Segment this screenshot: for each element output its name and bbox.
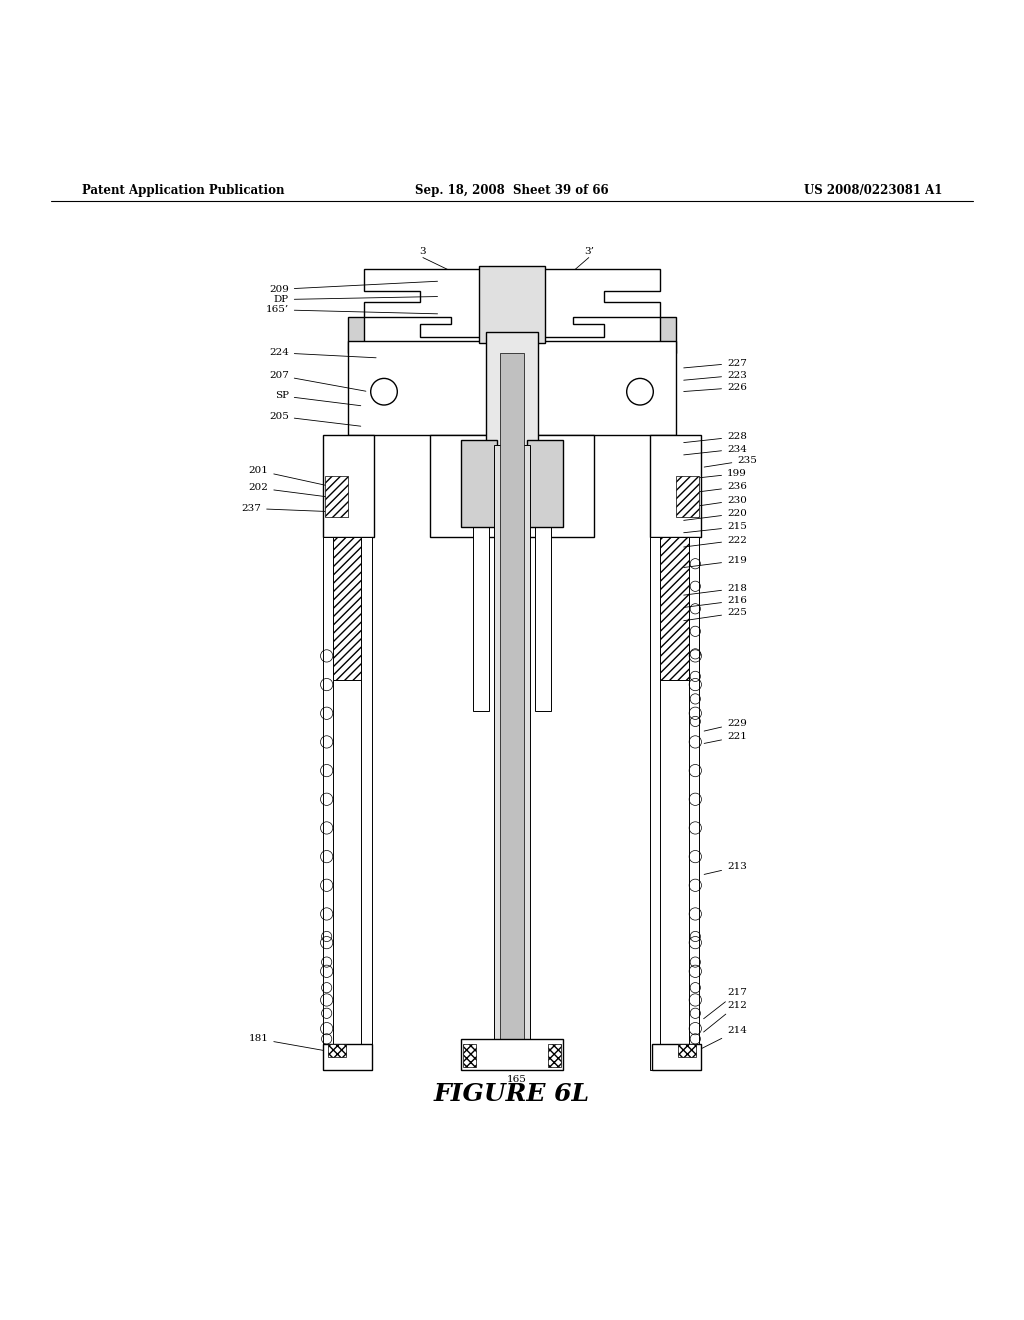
Bar bbox=[461, 1039, 563, 1069]
Text: 218: 218 bbox=[684, 583, 746, 595]
Polygon shape bbox=[348, 317, 364, 352]
Polygon shape bbox=[548, 1044, 561, 1067]
Bar bbox=[650, 434, 701, 537]
Text: 212: 212 bbox=[703, 1001, 746, 1032]
Text: 224: 224 bbox=[269, 348, 376, 358]
Bar bbox=[333, 537, 361, 681]
Polygon shape bbox=[660, 317, 676, 352]
Text: 165: 165 bbox=[507, 1064, 526, 1084]
Text: 214: 214 bbox=[698, 1026, 746, 1049]
Text: 228: 228 bbox=[684, 432, 746, 442]
Polygon shape bbox=[364, 269, 660, 338]
Text: 3’: 3’ bbox=[584, 247, 594, 256]
Bar bbox=[473, 527, 489, 711]
Text: 216: 216 bbox=[684, 597, 746, 607]
Text: 3: 3 bbox=[420, 247, 426, 256]
Text: 229: 229 bbox=[705, 719, 746, 731]
Text: 227: 227 bbox=[684, 359, 746, 368]
Text: 201: 201 bbox=[249, 466, 335, 487]
Text: 234: 234 bbox=[684, 445, 746, 455]
Text: 236: 236 bbox=[684, 482, 746, 494]
Polygon shape bbox=[463, 1044, 476, 1067]
Bar bbox=[650, 537, 660, 1069]
Text: 223: 223 bbox=[684, 371, 746, 380]
Bar bbox=[461, 440, 497, 527]
Text: 205: 205 bbox=[269, 412, 360, 426]
Text: 230: 230 bbox=[684, 496, 746, 508]
Bar bbox=[361, 537, 372, 1069]
Bar bbox=[689, 537, 699, 1069]
Text: FIGURE 6L: FIGURE 6L bbox=[434, 1082, 590, 1106]
Polygon shape bbox=[678, 1044, 696, 1057]
Bar bbox=[527, 440, 563, 527]
Bar bbox=[535, 527, 551, 711]
Bar bbox=[348, 341, 676, 434]
Text: 235: 235 bbox=[705, 455, 757, 467]
Polygon shape bbox=[328, 1044, 346, 1057]
Text: 199: 199 bbox=[684, 469, 746, 479]
Text: 219: 219 bbox=[684, 556, 746, 568]
Bar bbox=[660, 537, 689, 681]
Text: SP: SP bbox=[274, 391, 360, 405]
Text: 207: 207 bbox=[269, 371, 366, 391]
Text: Patent Application Publication: Patent Application Publication bbox=[82, 183, 285, 197]
Polygon shape bbox=[676, 475, 699, 516]
Text: 209: 209 bbox=[269, 281, 437, 294]
Text: 220: 220 bbox=[684, 510, 746, 520]
Text: 217: 217 bbox=[703, 989, 746, 1019]
Text: US 2008/0223081 A1: US 2008/0223081 A1 bbox=[804, 183, 942, 197]
Bar bbox=[479, 265, 545, 343]
Text: Sep. 18, 2008  Sheet 39 of 66: Sep. 18, 2008 Sheet 39 of 66 bbox=[415, 183, 609, 197]
Bar bbox=[323, 537, 333, 1069]
Bar bbox=[652, 1044, 701, 1069]
Bar bbox=[323, 434, 374, 537]
Text: 215: 215 bbox=[684, 523, 746, 533]
Text: 213: 213 bbox=[705, 862, 746, 874]
Text: 181: 181 bbox=[249, 1035, 325, 1051]
Bar bbox=[519, 445, 530, 1060]
Text: 226: 226 bbox=[684, 383, 746, 392]
Bar bbox=[500, 352, 524, 1069]
Text: DP: DP bbox=[273, 296, 437, 304]
Text: 202: 202 bbox=[249, 483, 335, 498]
Bar bbox=[486, 333, 538, 455]
Text: 221: 221 bbox=[705, 733, 746, 743]
Bar bbox=[430, 434, 594, 537]
Text: 222: 222 bbox=[684, 536, 746, 546]
Bar bbox=[323, 1044, 372, 1069]
Bar bbox=[494, 445, 505, 1060]
Text: 237: 237 bbox=[242, 504, 325, 513]
Text: 165’: 165’ bbox=[265, 305, 437, 314]
Polygon shape bbox=[325, 475, 348, 516]
Text: 225: 225 bbox=[684, 609, 746, 620]
